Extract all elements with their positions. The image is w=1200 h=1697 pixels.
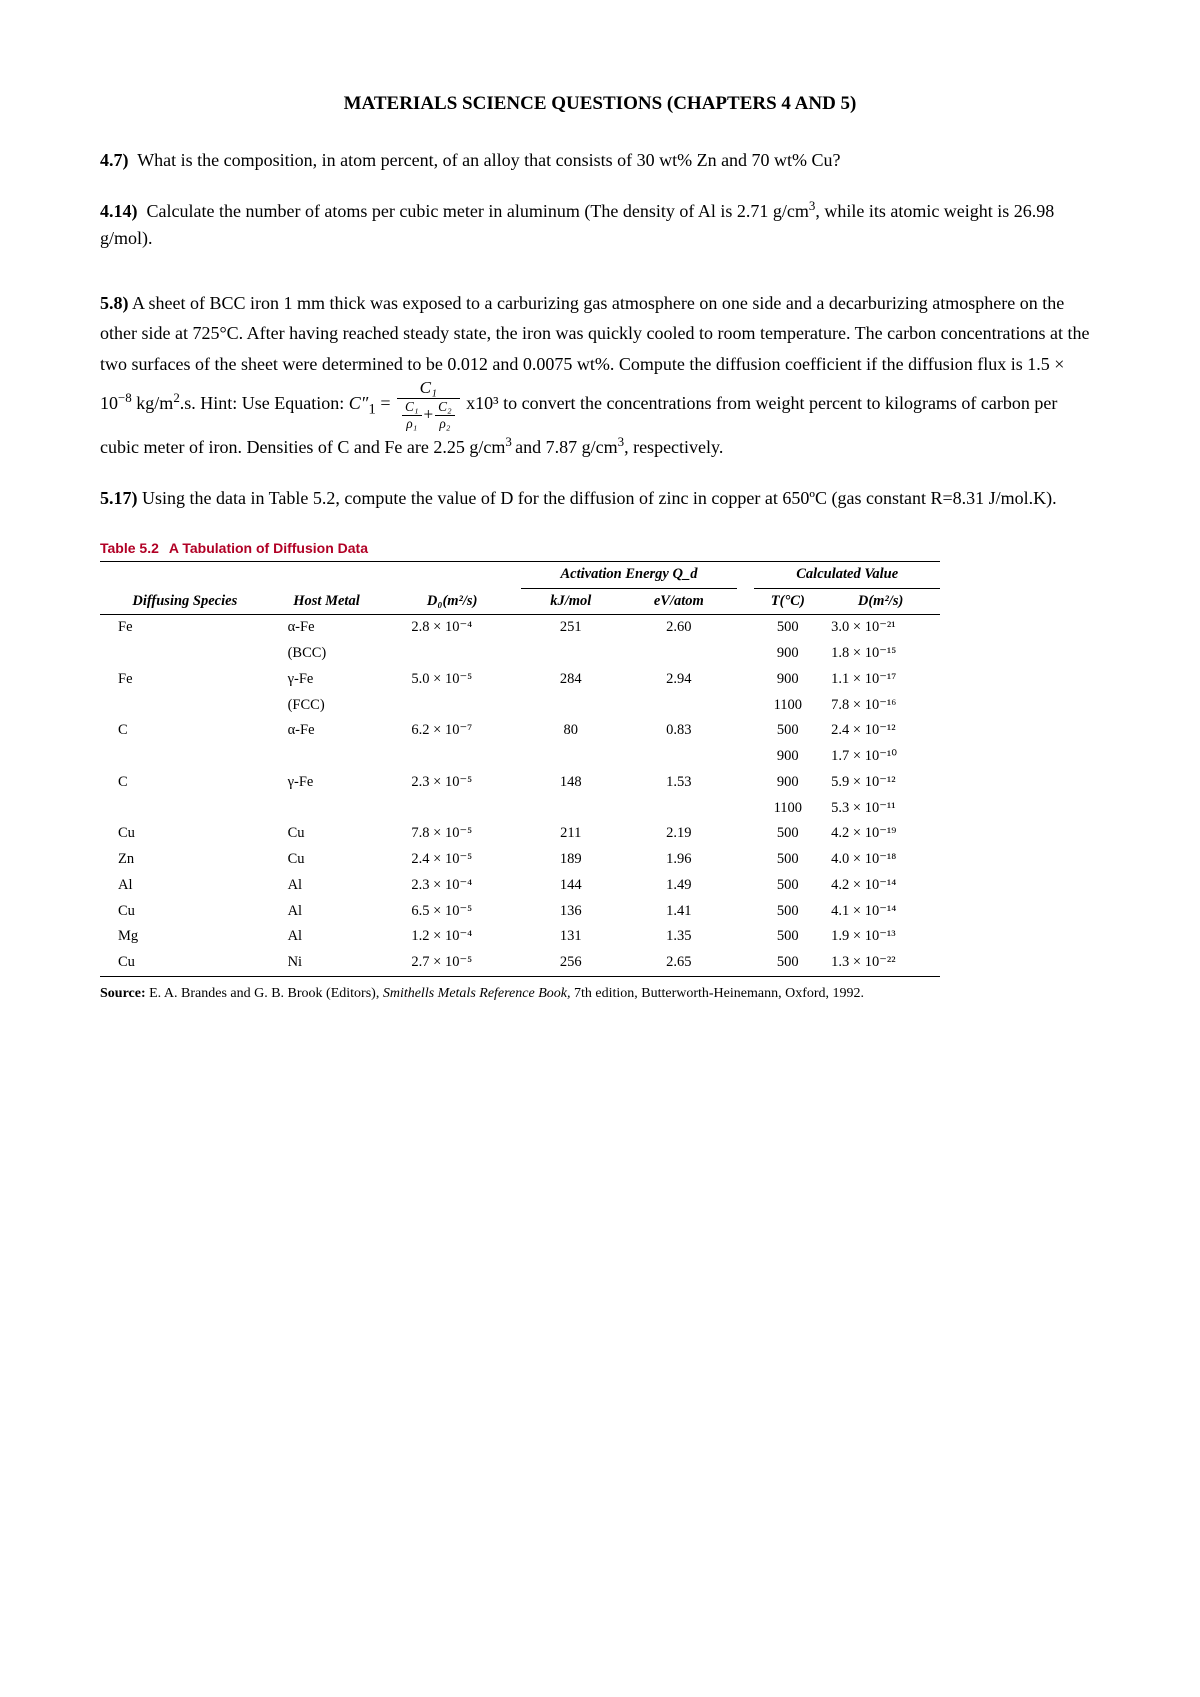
table-row: CuAl6.5 × 10⁻⁵1361.415004.1 × 10⁻¹⁴ bbox=[100, 899, 940, 925]
question-number: 4.7) bbox=[100, 150, 129, 170]
table-source: Source: E. A. Brandes and G. B. Brook (E… bbox=[100, 983, 940, 1004]
page-title: MATERIALS SCIENCE QUESTIONS (CHAPTERS 4 … bbox=[100, 90, 1100, 119]
col-kj: kJ/mol bbox=[521, 588, 621, 615]
table-row: Cα-Fe6.2 × 10⁻⁷800.835002.4 × 10⁻¹² bbox=[100, 718, 940, 744]
col-d: D(m²/s) bbox=[821, 588, 940, 615]
question-text: , respectively. bbox=[624, 437, 723, 457]
question-5-8: 5.8) A sheet of BCC iron 1 mm thick was … bbox=[100, 288, 1100, 463]
equation: C″1 = C₁C₁ρ₁+C₂ρ₂ x10³ bbox=[349, 393, 503, 413]
table-caption: Table 5.2A Tabulation of Diffusion Data bbox=[100, 538, 1100, 559]
table-row: CuNi2.7 × 10⁻⁵2562.655001.3 × 10⁻²² bbox=[100, 950, 940, 976]
question-text: Using the data in Table 5.2, compute the… bbox=[142, 488, 1057, 508]
table-row: Feγ-Fe5.0 × 10⁻⁵2842.949001.1 × 10⁻¹⁷ bbox=[100, 667, 940, 693]
col-tc: T(°C) bbox=[754, 588, 821, 615]
col-d0: D₀(m²/s) bbox=[383, 561, 521, 615]
question-number: 4.14) bbox=[100, 201, 138, 221]
table-row: CuCu7.8 × 10⁻⁵2112.195004.2 × 10⁻¹⁹ bbox=[100, 821, 940, 847]
table-row: 11005.3 × 10⁻¹¹ bbox=[100, 796, 940, 822]
diffusion-data-table: Diffusing Species Host Metal D₀(m²/s) Ac… bbox=[100, 561, 940, 977]
col-host: Host Metal bbox=[270, 561, 384, 615]
table-row: MgAl1.2 × 10⁻⁴1311.355001.9 × 10⁻¹³ bbox=[100, 924, 940, 950]
question-number: 5.8) bbox=[100, 293, 129, 313]
question-text: and 7.87 g/cm bbox=[515, 437, 617, 457]
table-row: ZnCu2.4 × 10⁻⁵1891.965004.0 × 10⁻¹⁸ bbox=[100, 847, 940, 873]
col-ev: eV/atom bbox=[621, 588, 737, 615]
question-5-17: 5.17) Using the data in Table 5.2, compu… bbox=[100, 485, 1100, 512]
table-row: (FCC)11007.8 × 10⁻¹⁶ bbox=[100, 693, 940, 719]
question-text: .s. Hint: Use Equation: bbox=[180, 393, 345, 413]
question-text: Calculate the number of atoms per cubic … bbox=[147, 201, 809, 221]
question-4-7: 4.7) What is the composition, in atom pe… bbox=[100, 147, 1100, 174]
question-text: kg/m bbox=[132, 393, 174, 413]
table-row: 9001.7 × 10⁻¹⁰ bbox=[100, 744, 940, 770]
table-row: (BCC)9001.8 × 10⁻¹⁵ bbox=[100, 641, 940, 667]
col-calculated-value: Calculated Value bbox=[754, 561, 940, 588]
table-row: Cγ-Fe2.3 × 10⁻⁵1481.539005.9 × 10⁻¹² bbox=[100, 770, 940, 796]
table-row: AlAl2.3 × 10⁻⁴1441.495004.2 × 10⁻¹⁴ bbox=[100, 873, 940, 899]
col-activation-energy: Activation Energy Q_d bbox=[521, 561, 737, 588]
question-4-14: 4.14) Calculate the number of atoms per … bbox=[100, 196, 1100, 252]
col-species: Diffusing Species bbox=[100, 561, 270, 615]
question-number: 5.17) bbox=[100, 488, 138, 508]
question-text: What is the composition, in atom percent… bbox=[137, 150, 840, 170]
table-row: Feα-Fe2.8 × 10⁻⁴2512.605003.0 × 10⁻²¹ bbox=[100, 615, 940, 641]
